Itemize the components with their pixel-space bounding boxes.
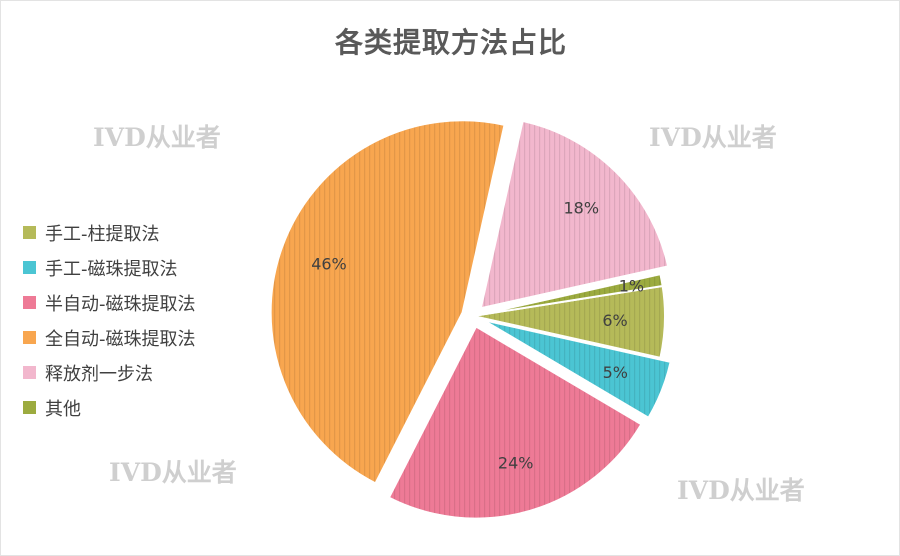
legend-swatch [23, 401, 36, 414]
pie-slice [479, 119, 670, 310]
legend-label: 释放剂一步法 [45, 363, 153, 385]
legend-swatch [23, 366, 36, 379]
legend-item: 其他 [23, 390, 196, 425]
pie-slice [387, 325, 643, 520]
slice-value-label: 24% [498, 454, 534, 473]
pie-slice [482, 319, 672, 420]
watermark: IVD从业者 [649, 123, 777, 152]
legend-label: 半自动-磁珠提取法 [45, 293, 196, 315]
legend-label: 手工-磁珠提取法 [45, 258, 178, 280]
pie-slice [472, 272, 664, 317]
slice-value-label: 6% [602, 311, 627, 330]
chart-legend: 手工-柱提取法 手工-磁珠提取法 半自动-磁珠提取法 全自动-磁珠提取法 释放剂… [23, 215, 196, 425]
legend-item: 全自动-磁珠提取法 [23, 320, 196, 355]
slice-value-label: 46% [311, 255, 347, 274]
slice-value-label: 1% [619, 276, 644, 295]
legend-swatch [23, 331, 36, 344]
legend-swatch [23, 261, 36, 274]
legend-label: 其他 [45, 398, 81, 420]
pie-slice [269, 119, 506, 485]
legend-item: 半自动-磁珠提取法 [23, 285, 196, 320]
chart-title: 各类提取方法占比 [334, 26, 567, 59]
legend-swatch [23, 226, 36, 239]
watermark: IVD从业者 [109, 458, 237, 487]
legend-label: 手工-柱提取法 [45, 223, 160, 245]
legend-item: 手工-磁珠提取法 [23, 250, 196, 285]
slice-value-label: 18% [563, 198, 599, 217]
legend-swatch [23, 296, 36, 309]
watermark: IVD从业者 [93, 123, 221, 152]
legend-item: 释放剂一步法 [23, 355, 196, 390]
legend-label: 全自动-磁珠提取法 [45, 328, 196, 350]
watermark: IVD从业者 [677, 476, 805, 505]
legend-item: 手工-柱提取法 [23, 215, 196, 250]
slice-value-label: 5% [603, 363, 628, 382]
